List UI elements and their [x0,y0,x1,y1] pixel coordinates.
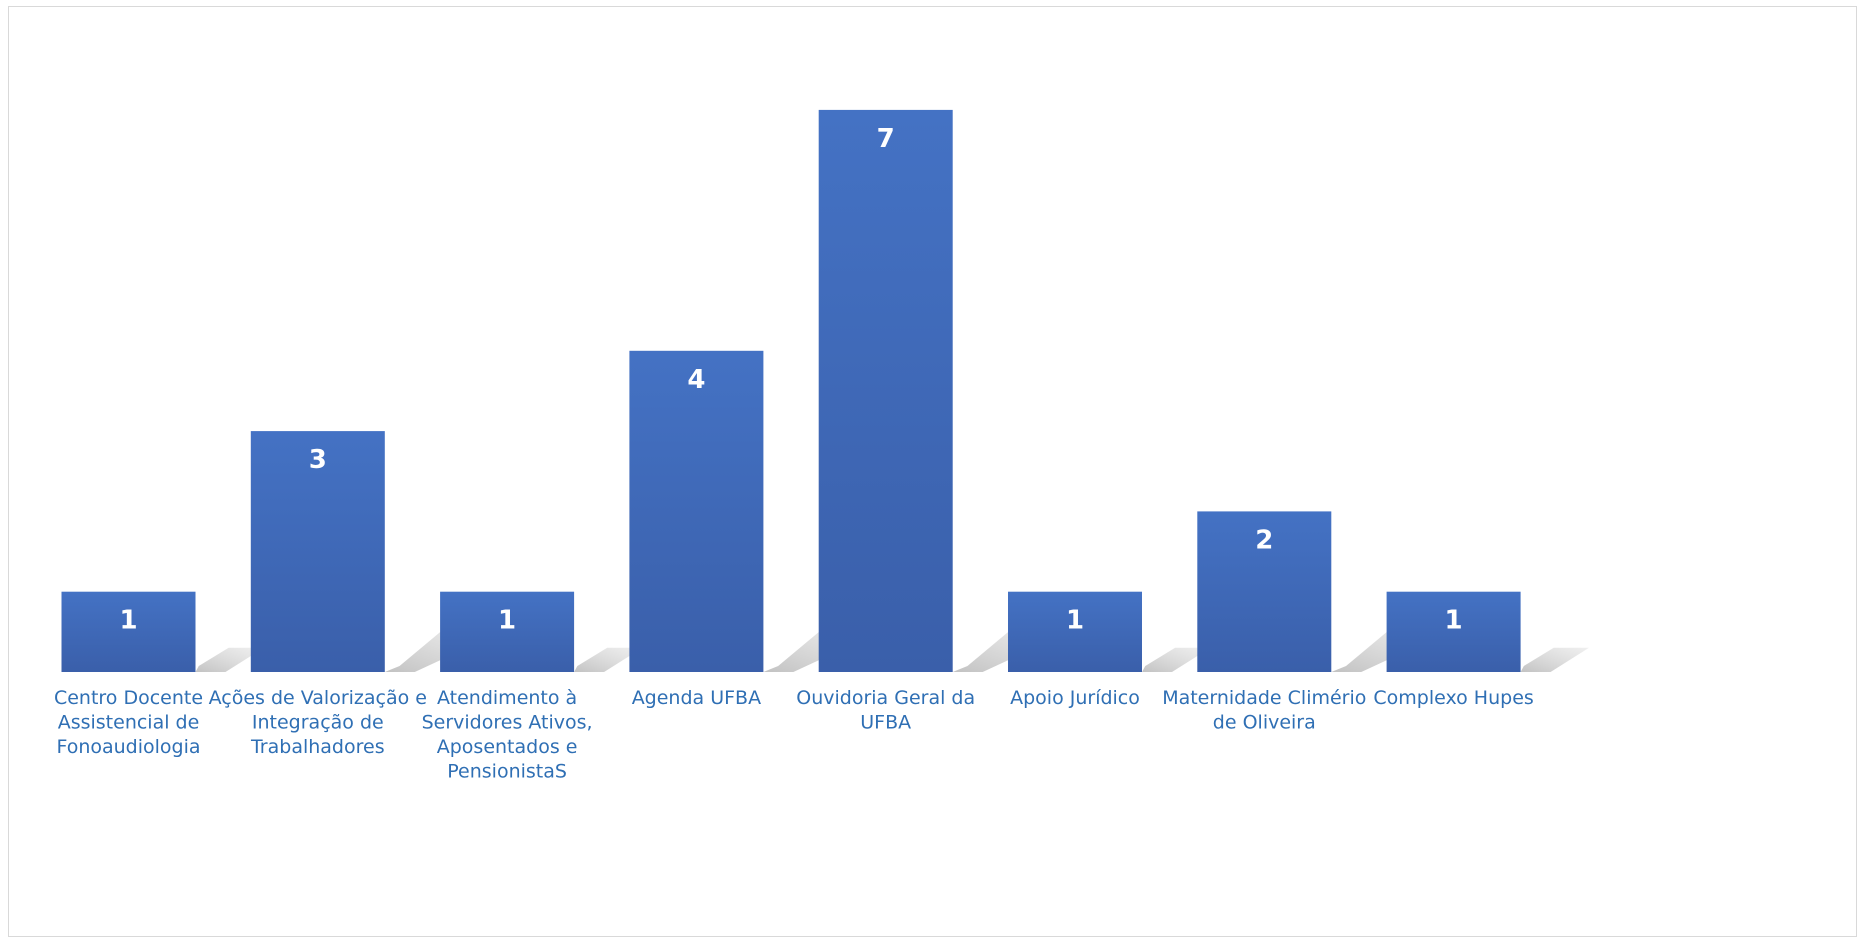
data-label-8: 1 [1445,606,1463,636]
bar-1 [61,591,196,672]
data-label-3: 1 [498,606,516,636]
category-label-6: Apoio Jurídico [1010,687,1140,709]
category-label-5: Ouvidoria Geral da UFBA [796,687,975,734]
bar-shadow [195,647,264,672]
data-label-2: 3 [309,445,327,475]
bar-shadow [574,647,643,672]
bar-8 [1386,591,1521,672]
bar-6 [1008,591,1142,672]
category-label-8: Complexo Hupes [1373,687,1533,709]
bar-3 [440,591,575,672]
category-label-4: Agenda UFBA [632,687,761,709]
data-label-5: 7 [877,124,895,154]
bar-4 [629,350,764,672]
data-label-6: 1 [1066,606,1084,636]
data-label-4: 4 [687,365,705,395]
bar-shadow [1142,647,1211,672]
chart-area: 1 3 1 4 7 1 2 1 Centro Docente Assistencial de Fo… [8,6,1857,937]
category-label-7: Maternidade Climério de Oliveira [1162,687,1366,734]
bar-chart: 1 3 1 4 7 1 2 1 Centro Docente Assistencial de Fo… [54,109,1590,783]
category-label-1: Centro Docente Assistencial de Fonoaudiolo… [54,687,203,758]
data-label-1: 1 [119,606,137,636]
bar-2 [250,431,385,672]
category-label-3: Atendimento à Servidores Ativos, Aposentad… [422,687,593,783]
bar-5 [818,109,953,672]
data-label-7: 2 [1255,525,1273,555]
bar-shadow [1520,647,1590,672]
bar-7 [1197,511,1332,672]
category-label-2: Ações de Valorização e Integração de Traba… [209,687,427,758]
